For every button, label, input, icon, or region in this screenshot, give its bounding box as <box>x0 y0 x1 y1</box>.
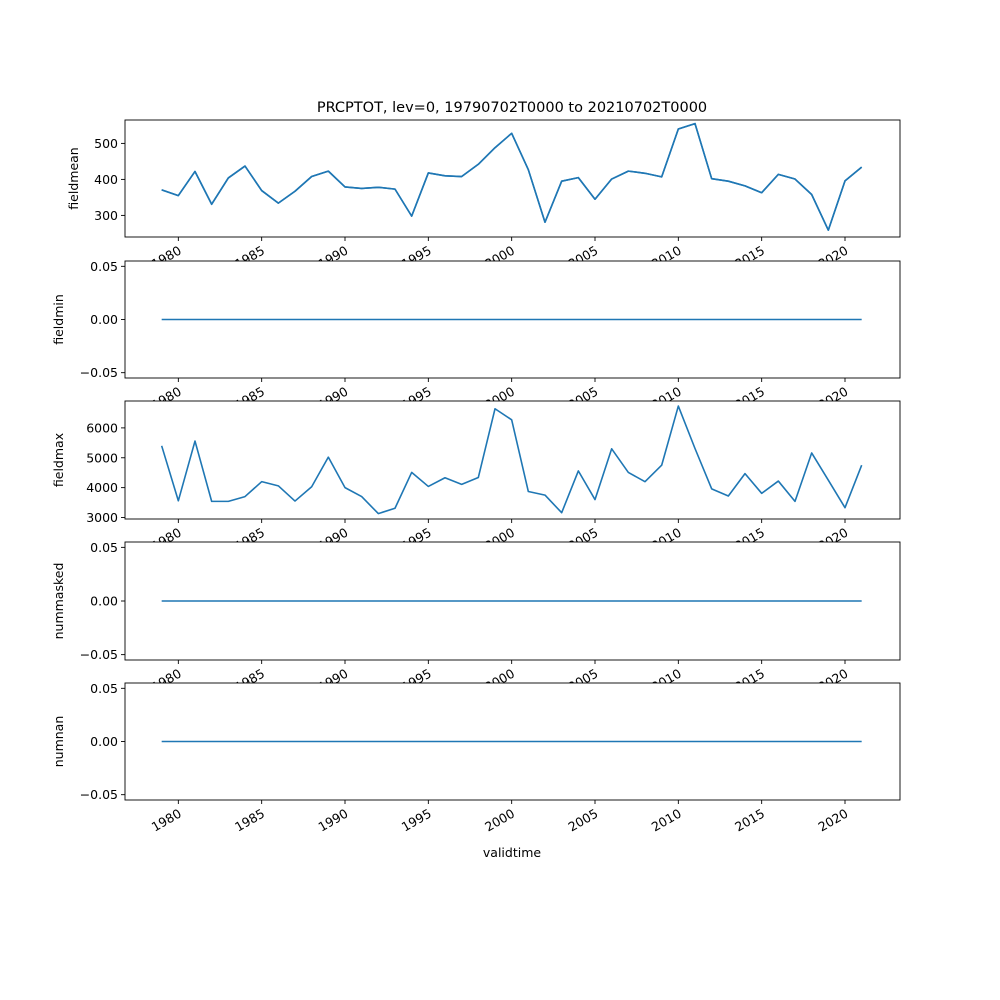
plot-frame <box>124 400 901 520</box>
y-axis-label: fieldmean <box>66 147 81 209</box>
plot-frame <box>124 682 901 801</box>
y-tick-label: 6000 <box>86 420 118 435</box>
y-tick-label: −0.05 <box>80 647 118 662</box>
y-tick-label: 0.00 <box>90 734 118 749</box>
y-tick-label: 0.00 <box>90 312 118 327</box>
series-line-fieldmax <box>160 405 863 515</box>
y-tick-label: 0.00 <box>90 594 118 609</box>
y-tick-label: 0.05 <box>90 681 118 696</box>
plot-frame <box>124 260 901 379</box>
chart-title: PRCPTOT, lev=0, 19790702T0000 to 2021070… <box>317 100 707 116</box>
y-axis-label: numnan <box>51 716 66 768</box>
y-tick-label: 500 <box>94 136 118 151</box>
series-line-fieldmean <box>161 122 863 231</box>
panel-background <box>125 401 900 519</box>
x-axis-label: validtime <box>483 845 541 860</box>
y-tick-label: 0.05 <box>90 259 118 274</box>
y-tick-label: 400 <box>94 172 118 187</box>
y-tick-label: 300 <box>94 208 118 223</box>
y-tick-label: 3000 <box>86 510 118 525</box>
y-tick-label: 4000 <box>86 480 118 495</box>
y-tick-label: −0.05 <box>80 365 118 380</box>
plot-frame <box>124 119 901 238</box>
y-axis-label: fieldmax <box>51 433 66 487</box>
y-axis-label: nummasked <box>51 563 66 640</box>
y-tick-label: 0.05 <box>90 540 118 555</box>
y-axis-label: fieldmin <box>51 294 66 345</box>
y-tick-label: 5000 <box>86 450 118 465</box>
plot-frame <box>124 541 901 661</box>
y-tick-label: −0.05 <box>80 787 118 802</box>
